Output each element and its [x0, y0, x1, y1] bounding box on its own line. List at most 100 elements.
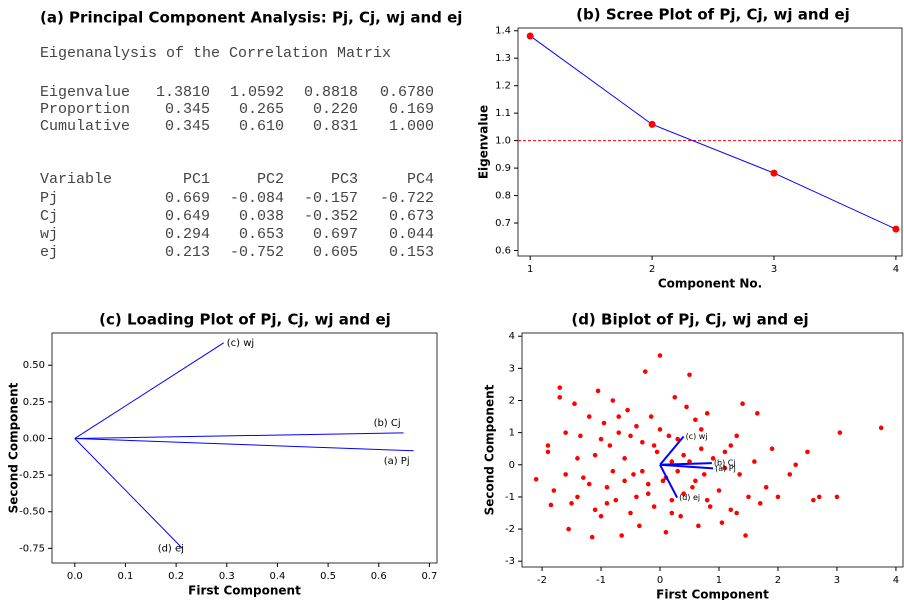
x-tick-label: 0.5: [320, 571, 336, 582]
point: [592, 507, 598, 513]
point: [663, 529, 669, 535]
table-cell: 0.265: [239, 101, 284, 118]
table-cell: 0.610: [239, 118, 284, 135]
point: [675, 436, 681, 442]
y-tick-label: 0.8: [495, 191, 511, 202]
table-cell: -0.084: [230, 190, 284, 207]
vector-label: (a) Pj: [715, 464, 736, 473]
point: [557, 385, 563, 390]
point: [598, 436, 604, 442]
point: [690, 484, 695, 490]
point: [589, 534, 595, 540]
point: [625, 407, 630, 413]
y-tick-label: -0.75: [19, 543, 45, 554]
point: [651, 504, 657, 509]
point: [687, 372, 692, 378]
point: [669, 510, 675, 516]
biplot-vector: [659, 435, 685, 466]
x-axis-label: First Component: [656, 588, 769, 600]
vector-label: (b) Cj: [374, 418, 401, 429]
x-tick-label: 1: [716, 575, 722, 586]
point: [645, 481, 651, 487]
chart-title: (b) Scree Plot of Pj, Cj, wj and ej: [576, 6, 850, 24]
table-cell: 0.044: [389, 226, 434, 243]
y-tick-label: 0.6: [495, 246, 511, 257]
point: [551, 488, 557, 493]
table-cell: 0.169: [389, 101, 434, 118]
table-cell: Eigenvalue: [40, 84, 130, 101]
table-header: PC1: [183, 171, 210, 188]
point: [586, 481, 592, 487]
point: [595, 388, 601, 394]
table-cell: -0.157: [304, 190, 358, 207]
chart-title: (d) Biplot of Pj, Cj, wj and ej: [571, 311, 808, 329]
table-cell: 0.8818: [304, 84, 358, 101]
point: [728, 443, 734, 448]
series-line: [529, 35, 897, 230]
point: [737, 472, 742, 477]
x-tick-label: -1: [596, 575, 606, 586]
point: [752, 459, 757, 464]
y-tick-label: 1.0: [495, 136, 511, 147]
table-heading: Eigenanalysis of the Correlation Matrix: [40, 45, 391, 62]
biplot-vector: [659, 462, 712, 466]
panel-a-title: (a) Principal Component Analysis: Pj, Cj…: [40, 9, 462, 27]
table-cell: 0.213: [165, 244, 210, 261]
table-cell: 0.697: [313, 226, 358, 243]
point: [834, 494, 840, 500]
table-cell: 0.345: [165, 101, 210, 118]
loading-vector: [74, 342, 225, 439]
point: [675, 468, 681, 474]
point: [604, 501, 610, 506]
table-cell: Pj: [40, 190, 58, 207]
vector-label: (b) Cj: [714, 459, 736, 468]
x-tick-label: 4: [893, 575, 899, 586]
point: [569, 501, 574, 506]
point: [693, 478, 698, 484]
y-tick-label: -0.25: [19, 470, 45, 481]
point: [734, 510, 739, 516]
vector-label: (d) ej: [679, 493, 700, 502]
point: [545, 449, 551, 455]
point: [581, 475, 586, 480]
point: [657, 427, 663, 432]
point: [681, 491, 686, 497]
loading-vector: [74, 432, 404, 439]
x-tick-label: 0: [657, 575, 663, 586]
table-cell: 1.0592: [230, 84, 284, 101]
point: [545, 443, 551, 448]
x-tick-label: 3: [771, 264, 777, 275]
x-tick-label: -2: [537, 575, 547, 586]
table-cell: 0.6780: [380, 84, 434, 101]
point: [704, 497, 710, 503]
point: [628, 510, 633, 516]
table-cell: -0.352: [304, 208, 358, 225]
point: [634, 494, 639, 500]
table-cell: 0.038: [239, 208, 284, 225]
table-cell: 0.294: [165, 226, 210, 243]
vector-label: (d) ej: [158, 544, 184, 555]
point: [669, 459, 675, 464]
loading-vector: [74, 438, 184, 549]
x-tick-label: 0.6: [371, 571, 387, 582]
point: [610, 468, 616, 474]
table-cell: 0.220: [313, 101, 358, 118]
point: [878, 425, 884, 431]
x-axis-label: Component No.: [658, 277, 762, 291]
point: [533, 476, 539, 482]
point: [719, 520, 725, 525]
y-tick-label: 0.50: [23, 360, 45, 371]
point: [811, 497, 816, 503]
x-tick-label: 0.3: [219, 571, 235, 582]
point: [645, 491, 651, 497]
table-cell: 0.653: [239, 226, 284, 243]
table-cell: Cumulative: [40, 118, 130, 135]
point: [684, 404, 689, 410]
point: [775, 494, 781, 500]
point: [616, 414, 622, 419]
point: [769, 446, 775, 452]
table-cell: 0.605: [313, 244, 358, 261]
biplot-vector: [659, 464, 678, 499]
y-tick-label: -0.50: [19, 507, 45, 518]
